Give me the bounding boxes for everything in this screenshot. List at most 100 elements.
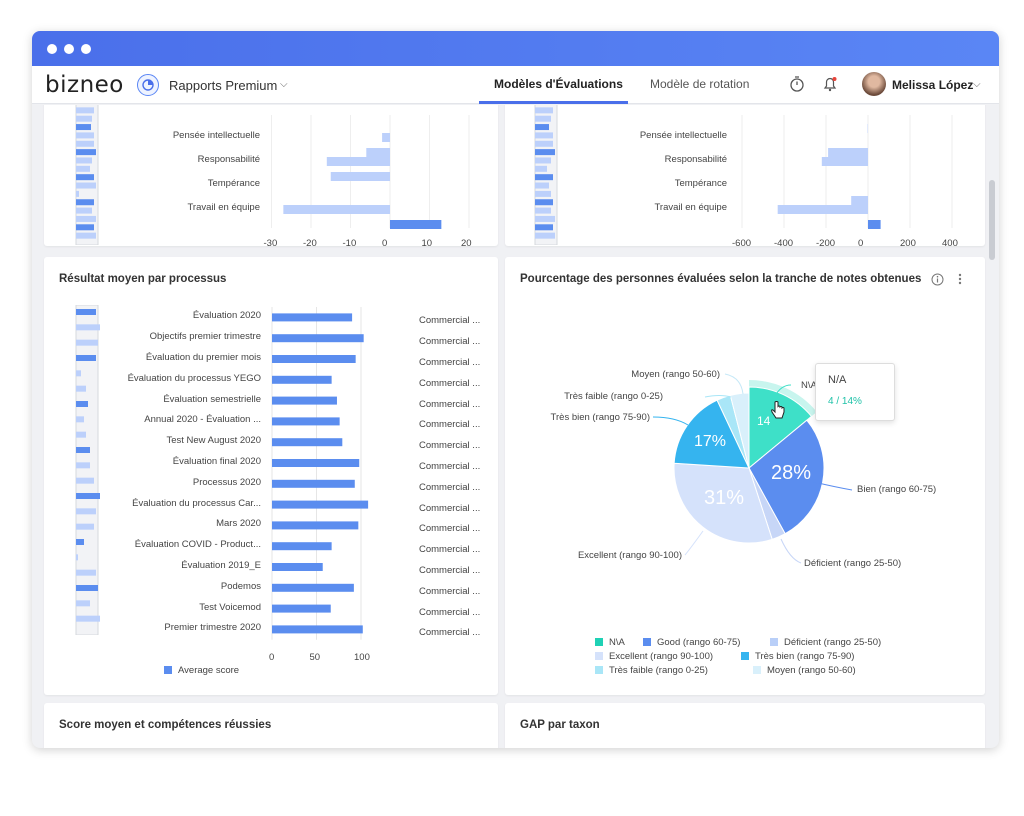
- legend-item[interactable]: Déficient (rango 25-50): [770, 637, 881, 648]
- x-axis-tick: 0: [269, 651, 275, 663]
- page-scrollbar[interactable]: [989, 180, 995, 260]
- legend-label: Excellent (rango 90-100): [609, 651, 714, 662]
- category-label: Commercial ...: [419, 523, 481, 535]
- bar: [272, 355, 356, 363]
- y-axis-label: Pensée intellectuelle: [639, 130, 727, 141]
- outer-label: Bien (rango 60-75): [857, 484, 936, 495]
- category-label: Commercial ...: [419, 419, 481, 431]
- label-connector: [780, 538, 802, 564]
- legend-item[interactable]: Good (rango 60-75): [643, 637, 740, 648]
- more-options-icon[interactable]: [957, 272, 963, 289]
- tab-modeles-evaluations[interactable]: Modèles d'Évaluations: [494, 77, 623, 91]
- outer-label: Déficient (rango 25-50): [804, 558, 901, 569]
- category-label: Commercial ...: [419, 544, 481, 556]
- x-axis-tick: -10: [342, 238, 357, 249]
- legend-label: Good (rango 60-75): [657, 637, 741, 648]
- category-label: Commercial ...: [419, 336, 481, 348]
- legend-item[interactable]: Très bien (rango 75-90): [741, 651, 854, 662]
- outer-label: N\A: [801, 380, 818, 391]
- tooltip-title: N/A: [828, 374, 847, 386]
- chart-scrollbar[interactable]: [531, 105, 563, 245]
- x-axis-tick: 0: [382, 238, 388, 249]
- bar: [272, 542, 332, 551]
- chevron-down-icon[interactable]: ⌵: [280, 79, 288, 90]
- category-label: Commercial ...: [419, 606, 481, 618]
- category-label: Commercial ...: [419, 585, 481, 597]
- tab-modele-rotation[interactable]: Modèle de rotation: [650, 77, 750, 91]
- x-axis-tick: 100: [354, 651, 370, 663]
- bar: [272, 604, 331, 613]
- y-axis-label: Évaluation du premier mois: [145, 352, 261, 363]
- y-axis-label: Test Voicemod: [199, 601, 261, 613]
- card-competences-left: Pensée intellectuelle Responsabilité Tempé…: [44, 105, 498, 249]
- card-pie: Pourcentage des personnes évaluées selon…: [505, 257, 985, 695]
- legend-label: Déficient (rango 25-50): [784, 637, 882, 648]
- outer-label: Excellent (rango 90-100): [578, 550, 682, 561]
- pie-tooltip: N/A 4 / 14%: [815, 363, 895, 421]
- chart-scrollbar[interactable]: [72, 105, 104, 245]
- pie-slice: [748, 419, 825, 535]
- chart-scrollbar[interactable]: [72, 305, 104, 635]
- window-dot-icon[interactable]: [81, 44, 91, 54]
- app-logo[interactable]: bizneo: [45, 72, 124, 98]
- chevron-down-icon[interactable]: ⌵: [973, 79, 981, 90]
- legend-swatch: [595, 666, 603, 674]
- y-axis-label: Tempérance: [674, 178, 727, 189]
- outer-label: Moyen (rango 50-60): [631, 369, 720, 380]
- timer-icon[interactable]: [789, 75, 807, 93]
- y-axis-label: Évaluation du processus YEGO: [127, 372, 261, 384]
- legend-item[interactable]: N\A: [595, 637, 625, 648]
- window-dot-icon[interactable]: [64, 44, 74, 54]
- y-axis-label: Évaluation 2020: [192, 310, 261, 322]
- x-axis-tick: 200: [900, 238, 916, 249]
- report-pie-icon: [137, 74, 159, 96]
- category-label: Commercial ...: [419, 627, 481, 639]
- category-label: Commercial ...: [419, 440, 481, 452]
- category-label: Commercial ...: [419, 461, 481, 472]
- report-selector[interactable]: Rapports Premium: [169, 78, 278, 93]
- category-label: Commercial ...: [419, 502, 481, 514]
- y-axis-label: Responsabilité: [197, 154, 260, 165]
- x-axis-tick: 400: [942, 238, 958, 249]
- legend-swatch: [643, 638, 651, 646]
- x-axis-tick: 10: [421, 238, 433, 249]
- card-title: Résultat moyen par processus: [59, 273, 227, 285]
- notification-bell-icon[interactable]: [822, 75, 840, 93]
- y-axis-label: Évaluation COVID - Product...: [134, 539, 261, 551]
- top-right-bar-chart: [741, 115, 953, 229]
- info-icon[interactable]: [931, 273, 944, 289]
- window-dot-icon[interactable]: [47, 44, 57, 54]
- legend-item[interactable]: Excellent (rango 90-100): [595, 651, 713, 662]
- legend-swatch: [770, 638, 778, 646]
- window-titlebar: [32, 31, 999, 66]
- process-bar-chart: [271, 307, 369, 640]
- x-axis-tick: 50: [309, 651, 321, 663]
- legend-item[interactable]: Très faible (rango 0-25): [595, 665, 708, 676]
- cursor-hand-icon: [770, 401, 786, 426]
- bar: [272, 563, 323, 571]
- legend-swatch: [741, 652, 749, 660]
- top-left-bar-chart: [271, 115, 470, 229]
- bar: [272, 438, 343, 447]
- label-connector: [813, 481, 853, 491]
- card-title: Pourcentage des personnes évaluées selon…: [520, 273, 922, 285]
- legend-label: Très faible (rango 0-25): [609, 665, 708, 676]
- pie-slice: [748, 386, 813, 470]
- label-connector: [774, 384, 792, 397]
- bar: [272, 459, 360, 467]
- legend-swatch: [595, 652, 603, 660]
- outer-label: Très faible (rango 0-25): [564, 391, 663, 402]
- bar: [828, 148, 868, 157]
- legend-label: Moyen (rango 50-60): [767, 665, 856, 676]
- dashboard-content: Pensée intellectuelle Responsabilité Tempé…: [32, 105, 999, 748]
- legend-item[interactable]: Moyen (rango 50-60): [753, 665, 856, 676]
- legend-average-score[interactable]: Average score: [164, 665, 239, 676]
- bar: [777, 205, 868, 214]
- user-name[interactable]: Melissa López: [892, 78, 974, 92]
- active-tab-indicator: [479, 101, 628, 104]
- bar: [272, 500, 369, 509]
- label-connector: [684, 530, 704, 556]
- y-axis-label: Travail en équipe: [187, 202, 260, 213]
- y-axis-label: Processus 2020: [192, 476, 261, 488]
- avatar[interactable]: [862, 72, 886, 96]
